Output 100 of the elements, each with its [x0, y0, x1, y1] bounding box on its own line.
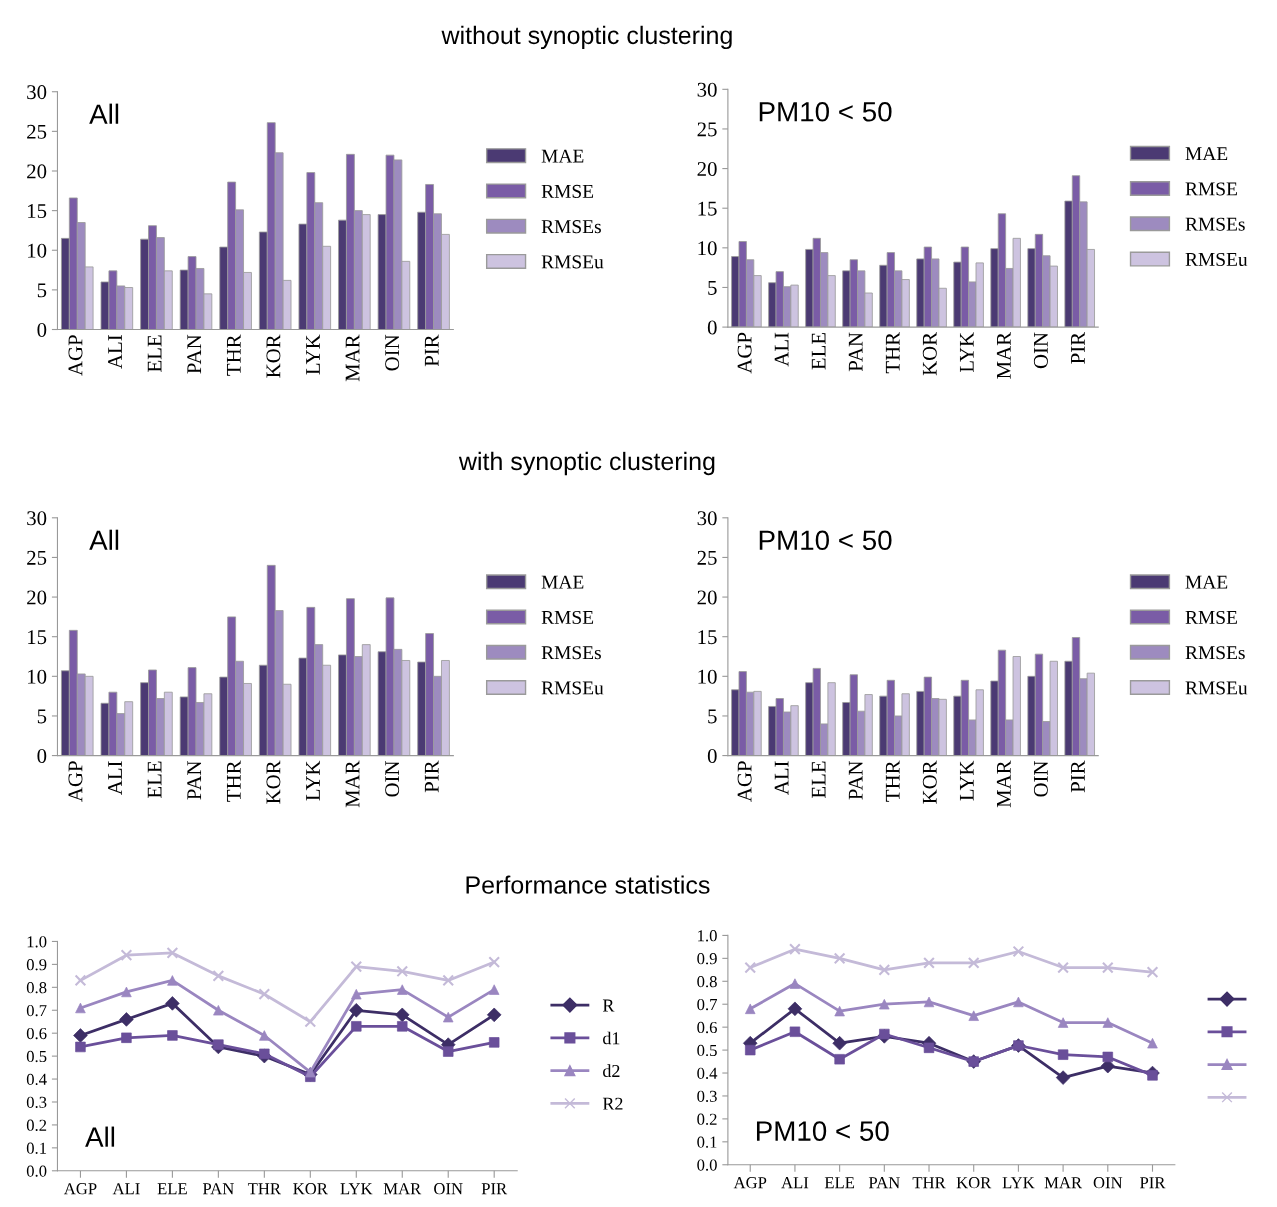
- y-tick-label: 1.0: [698, 930, 717, 942]
- point: [833, 952, 846, 965]
- y-tick-label: 20: [697, 161, 717, 177]
- x-tick-label: MAR: [345, 760, 360, 808]
- y-tick-label: 15: [28, 204, 47, 219]
- x-tick-label: LYK: [306, 334, 320, 375]
- y-tick-label: 25: [27, 124, 47, 139]
- chart-title: PM10 < 50: [759, 530, 892, 551]
- x-tick-label: THR: [885, 760, 900, 802]
- y-tick-label: 0.0: [26, 1165, 47, 1177]
- y-tick-label: 0.4: [26, 1073, 47, 1086]
- x-tick-label: OIN: [1033, 332, 1048, 369]
- point: [212, 969, 225, 982]
- legend-label: MAE: [541, 575, 584, 589]
- y-tick-label: 0.3: [697, 1090, 717, 1102]
- x-tick-label: PIR: [481, 1183, 508, 1195]
- point: [442, 974, 455, 987]
- x-tick-label: THR: [226, 760, 241, 802]
- x-tick-label: OIN: [385, 334, 400, 371]
- y-tick-label: 20: [697, 590, 717, 605]
- y-tick-label: 10: [698, 241, 717, 256]
- text: All: [85, 1126, 115, 1147]
- y-tick-label: 0.2: [697, 1113, 717, 1125]
- x-tick-label: THR: [226, 334, 241, 376]
- text: PM10 < 50: [756, 1121, 889, 1141]
- y-tick-label: 20: [27, 590, 47, 605]
- x-tick-label: AGP: [737, 761, 752, 802]
- x-tick-label: KOR: [922, 760, 937, 804]
- x-tick-label: KOR: [266, 334, 281, 378]
- point: [967, 957, 980, 969]
- point: [1102, 1051, 1114, 1063]
- legend-label: d1: [603, 1031, 620, 1045]
- point: [304, 1015, 317, 1028]
- point: [878, 963, 891, 976]
- x-tick-label: ELE: [147, 335, 162, 372]
- x-tick-label: ALI: [108, 335, 122, 369]
- y-tick-label: 0: [37, 322, 47, 337]
- y-tick-label: 15: [698, 630, 717, 645]
- x-tick-label: PIR: [1071, 760, 1085, 793]
- x-tick-label: ALI: [112, 1183, 140, 1195]
- x-tick-label: MAR: [345, 334, 360, 382]
- x-tick-label: ELE: [811, 761, 826, 799]
- legend-label: RMSE: [1185, 182, 1237, 196]
- legend-label: RMSEu: [1185, 252, 1248, 267]
- x-tick-label: AGP: [737, 332, 752, 374]
- x-tick-label: PAN: [848, 760, 863, 800]
- y-tick-label: 0.7: [697, 998, 717, 1011]
- point: [1055, 1070, 1071, 1085]
- x-tick-label: LYK: [306, 760, 320, 801]
- x-tick-label: ELE: [811, 332, 826, 370]
- legend-label: R: [602, 999, 615, 1012]
- point: [923, 957, 935, 969]
- y-tick-label: 10: [28, 243, 47, 258]
- point: [745, 1003, 756, 1015]
- x-tick-label: KOR: [956, 1177, 992, 1189]
- y-tick-label: 5: [37, 283, 47, 298]
- x-tick-label: PIR: [1071, 331, 1085, 364]
- x-tick-label: PIR: [1140, 1177, 1166, 1189]
- x-tick-label: KOR: [266, 760, 281, 804]
- legend-label: RMSE: [1185, 610, 1237, 624]
- point: [350, 960, 363, 973]
- y-tick-label: 0.5: [26, 1050, 47, 1063]
- x-tick-label: MAR: [996, 331, 1011, 379]
- x-tick-label: AGP: [63, 1183, 97, 1195]
- x-tick-label: PAN: [187, 334, 202, 374]
- y-tick-label: 0.6: [26, 1027, 47, 1040]
- y-tick-label: 30: [27, 511, 47, 526]
- x-tick-label: PAN: [848, 332, 863, 372]
- x-tick-label: KOR: [922, 331, 937, 376]
- x-tick-label: ELE: [824, 1177, 855, 1189]
- y-tick-label: 0.9: [26, 959, 47, 971]
- y-tick-label: 15: [698, 201, 717, 216]
- legend-label: RMSEs: [1185, 646, 1245, 660]
- legend-label: RMSEs: [541, 646, 601, 660]
- x-tick-label: PAN: [187, 760, 202, 800]
- y-tick-label: 30: [697, 82, 717, 97]
- legend-label: d2: [603, 1064, 620, 1078]
- x-tick-label: AGP: [733, 1177, 767, 1189]
- x-tick-label: THR: [885, 331, 900, 374]
- point: [488, 956, 501, 968]
- point: [120, 949, 133, 962]
- x-tick-label: ELE: [147, 761, 162, 799]
- y-tick-label: 0: [707, 320, 717, 335]
- x-tick-label: AGP: [68, 761, 83, 802]
- y-tick-label: 0.4: [697, 1067, 718, 1080]
- y-tick-label: 0.7: [26, 1004, 47, 1017]
- chart-title: All: [89, 529, 119, 550]
- point: [789, 943, 801, 956]
- text: without synoptic clustering: [441, 25, 732, 50]
- x-tick-label: LYK: [959, 332, 974, 373]
- text: Performance statistics: [466, 875, 710, 894]
- y-tick-label: 25: [697, 122, 717, 137]
- y-tick-label: 1.0: [27, 936, 47, 948]
- x-tick-label: OIN: [434, 1183, 463, 1195]
- x-tick-label: MAR: [1044, 1177, 1083, 1189]
- point: [1146, 966, 1159, 979]
- x-tick-label: ALI: [774, 761, 789, 795]
- point: [1101, 961, 1114, 974]
- point: [968, 1010, 979, 1021]
- y-tick-label: 0.3: [26, 1096, 47, 1109]
